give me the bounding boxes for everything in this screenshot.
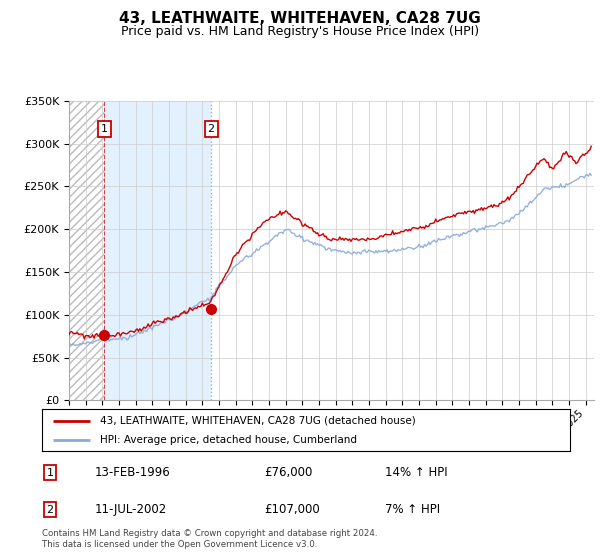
Bar xyxy=(104,101,211,400)
Text: 11-JUL-2002: 11-JUL-2002 xyxy=(95,503,167,516)
Text: 1: 1 xyxy=(46,468,53,478)
Text: 43, LEATHWAITE, WHITEHAVEN, CA28 7UG: 43, LEATHWAITE, WHITEHAVEN, CA28 7UG xyxy=(119,11,481,26)
Text: 13-FEB-1996: 13-FEB-1996 xyxy=(95,466,170,479)
Text: £107,000: £107,000 xyxy=(264,503,320,516)
Bar xyxy=(69,101,104,400)
Text: HPI: Average price, detached house, Cumberland: HPI: Average price, detached house, Cumb… xyxy=(100,435,357,445)
Text: Price paid vs. HM Land Registry's House Price Index (HPI): Price paid vs. HM Land Registry's House … xyxy=(121,25,479,38)
Text: 2: 2 xyxy=(46,505,53,515)
Text: 14% ↑ HPI: 14% ↑ HPI xyxy=(385,466,448,479)
Text: 2: 2 xyxy=(208,124,215,134)
Text: 7% ↑ HPI: 7% ↑ HPI xyxy=(385,503,440,516)
Text: Contains HM Land Registry data © Crown copyright and database right 2024.
This d: Contains HM Land Registry data © Crown c… xyxy=(42,529,377,549)
Text: £76,000: £76,000 xyxy=(264,466,312,479)
Text: 43, LEATHWAITE, WHITEHAVEN, CA28 7UG (detached house): 43, LEATHWAITE, WHITEHAVEN, CA28 7UG (de… xyxy=(100,416,416,426)
Text: 1: 1 xyxy=(101,124,108,134)
